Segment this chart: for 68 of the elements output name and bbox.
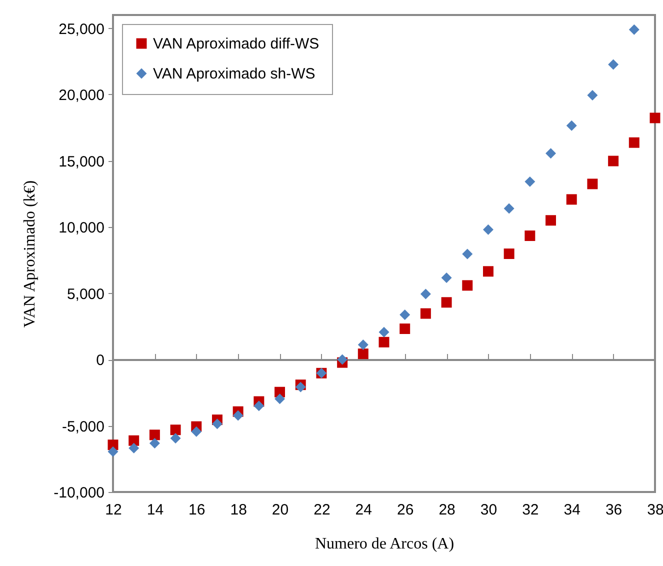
y-tick-label: 0 xyxy=(96,352,104,369)
x-tick-label: 18 xyxy=(230,502,247,518)
point xyxy=(149,438,160,448)
legend-label: VAN Aproximado sh-WS xyxy=(153,66,316,82)
x-tick-label: 26 xyxy=(397,502,414,518)
point xyxy=(170,432,181,444)
x-tick-label: 36 xyxy=(605,502,622,518)
point xyxy=(128,435,140,446)
x-tick-label: 28 xyxy=(438,502,456,518)
point xyxy=(128,442,140,454)
point xyxy=(504,248,514,260)
y-tick-label: -5,000 xyxy=(62,418,104,436)
point xyxy=(462,248,473,260)
point xyxy=(191,426,202,437)
x-tick-label: 30 xyxy=(480,502,498,518)
point xyxy=(108,446,118,457)
y-tick-label: -10,000 xyxy=(54,484,104,502)
point xyxy=(566,194,577,205)
point xyxy=(524,230,536,241)
x-tick-label: 34 xyxy=(564,502,580,518)
point xyxy=(608,156,619,166)
point xyxy=(232,410,244,421)
point xyxy=(441,272,452,283)
point xyxy=(358,340,368,350)
point xyxy=(524,176,536,187)
x-tick-label: 14 xyxy=(146,502,164,518)
point xyxy=(546,215,556,226)
point xyxy=(212,418,222,430)
point xyxy=(482,266,494,277)
point xyxy=(420,308,431,319)
y-tick-label: 20,000 xyxy=(58,87,104,104)
x-tick-label: 32 xyxy=(522,502,539,518)
point xyxy=(337,354,348,365)
y-tick-label: 5,000 xyxy=(66,286,104,303)
point xyxy=(400,324,410,334)
point xyxy=(420,288,431,300)
point xyxy=(587,90,598,101)
point xyxy=(358,348,368,360)
point xyxy=(441,297,452,308)
x-tick-label: 12 xyxy=(105,502,122,518)
point xyxy=(170,424,181,436)
legend-label: VAN Aproximado diff-WS xyxy=(153,36,320,52)
point xyxy=(587,178,598,190)
point xyxy=(378,336,390,348)
x-tick-label: 16 xyxy=(188,502,206,518)
point xyxy=(400,309,410,320)
point xyxy=(628,137,640,148)
y-tick-label: 25,000 xyxy=(58,20,104,38)
point xyxy=(608,59,619,70)
x-tick-label: 38 xyxy=(647,502,663,518)
x-tick-label: 24 xyxy=(355,502,372,518)
point xyxy=(482,224,494,235)
point xyxy=(546,148,556,159)
point xyxy=(149,430,160,440)
y-tick-label: 10,000 xyxy=(58,220,104,236)
y-tick-label: 15,000 xyxy=(58,153,104,170)
x-axis-title: Numero de Arcos (A) xyxy=(314,536,454,552)
y-axis-title: VAN Aproximado (k€) xyxy=(22,180,39,328)
point xyxy=(254,400,264,412)
point xyxy=(650,112,660,124)
x-tick-label: 20 xyxy=(272,502,289,518)
point xyxy=(566,120,577,131)
point xyxy=(628,24,640,35)
point xyxy=(504,203,514,214)
point xyxy=(462,280,473,291)
point xyxy=(378,326,390,338)
point xyxy=(274,394,286,404)
x-tick-label: 22 xyxy=(314,502,330,518)
